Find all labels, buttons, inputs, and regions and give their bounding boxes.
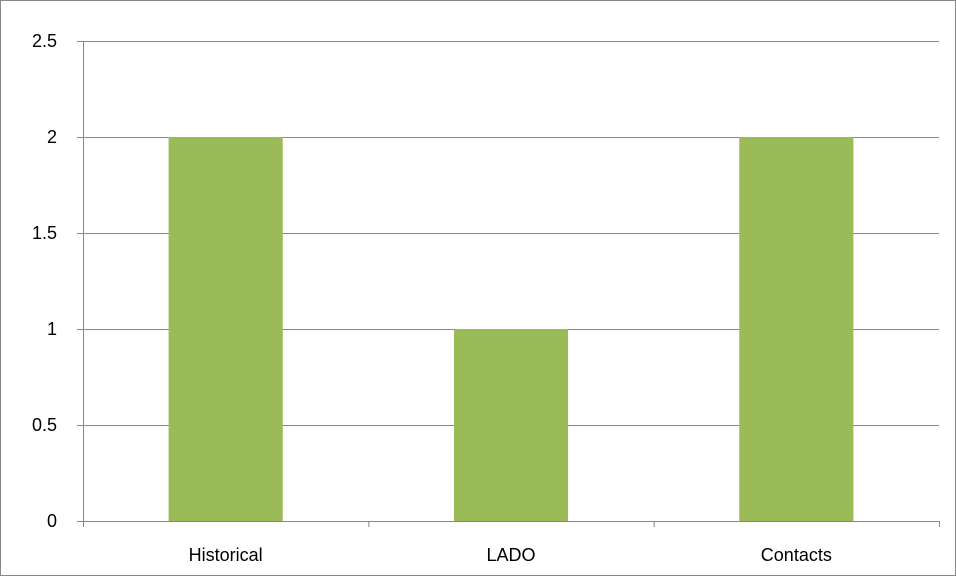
bar-historical bbox=[168, 137, 283, 521]
labels: 0 0.5 1 1.5 2 2.5 Historical LADO Contacts bbox=[32, 31, 832, 565]
y-tick-label: 2.5 bbox=[32, 31, 57, 51]
x-tick-label: Contacts bbox=[761, 545, 832, 565]
x-tick-label: LADO bbox=[486, 545, 535, 565]
x-tick-label: Historical bbox=[189, 545, 263, 565]
y-tick-label: 0 bbox=[47, 511, 57, 531]
y-tick-label: 2 bbox=[47, 127, 57, 147]
y-tick-label: 1 bbox=[47, 319, 57, 339]
bar-lado bbox=[453, 329, 569, 521]
bars bbox=[168, 137, 854, 521]
y-tick-label: 0.5 bbox=[32, 415, 57, 435]
y-tick-label: 1.5 bbox=[32, 223, 57, 243]
bar-contacts bbox=[739, 137, 854, 521]
axes bbox=[77, 41, 940, 527]
